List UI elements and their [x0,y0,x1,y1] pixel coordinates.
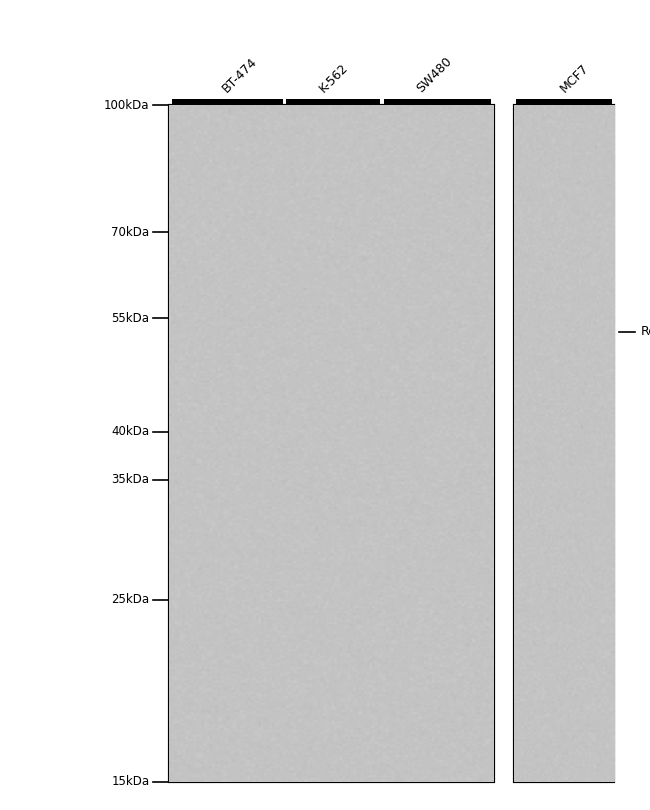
Text: Reptin/RUVBL2: Reptin/RUVBL2 [640,325,650,338]
Text: 15kDa: 15kDa [111,775,150,788]
Bar [514,105,614,782]
Text: 35kDa: 35kDa [112,473,150,486]
Text: 55kDa: 55kDa [112,312,150,325]
Bar [169,105,494,782]
Text: 70kDa: 70kDa [111,226,150,239]
Text: MCF7: MCF7 [558,62,591,96]
Bar [169,105,494,782]
Text: K-562: K-562 [317,62,351,96]
Circle shape [298,731,307,743]
Bar [514,105,614,782]
Bar [172,99,283,105]
Bar [286,99,380,105]
Text: 100kDa: 100kDa [104,99,150,112]
Text: 25kDa: 25kDa [111,593,150,606]
Bar [516,99,612,105]
Text: 40kDa: 40kDa [111,425,150,438]
Text: BT-474: BT-474 [220,56,259,96]
Text: SW480: SW480 [415,55,455,96]
Bar [384,99,491,105]
